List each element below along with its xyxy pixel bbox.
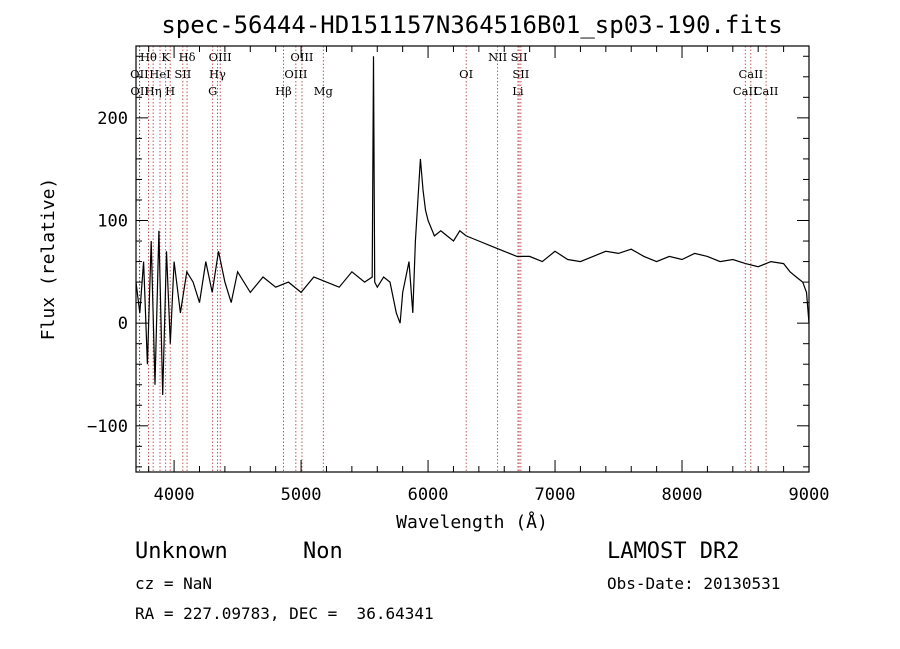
line-marker-label: CaII <box>738 67 763 81</box>
x-tick-label: 9000 <box>789 485 830 505</box>
line-marker-label: Hβ <box>275 84 292 98</box>
line-marker-label: Hδ <box>179 50 196 64</box>
y-tick-label: 0 <box>118 314 128 334</box>
spectrum-series <box>135 56 810 396</box>
chart-title: spec-56444-HD151157N364516B01_sp03-190.f… <box>161 11 782 39</box>
redshift-cz: cz = NaN <box>135 574 213 593</box>
y-tick-label: −100 <box>87 417 128 437</box>
line-marker-label: NII <box>488 50 507 64</box>
y-tick-label: 100 <box>97 212 128 232</box>
survey-name: LAMOST DR2 <box>607 539 740 564</box>
y-axis: −100 0 100 200 <box>87 55 809 468</box>
line-marker-label: H <box>165 84 175 98</box>
x-axis-label: Wavelength (Å) <box>396 511 548 533</box>
plot-frame <box>135 45 810 473</box>
x-tick-label: 6000 <box>408 485 449 505</box>
x-tick-label: 4000 <box>154 485 195 505</box>
line-marker-label: SII <box>512 67 529 81</box>
line-marker-label: G <box>208 84 217 98</box>
line-marker-label: OI <box>459 67 473 81</box>
line-marker-label: Hγ <box>209 67 226 81</box>
x-tick-label: 8000 <box>662 485 703 505</box>
line-marker-label: CaII <box>754 84 779 98</box>
line-marker-label: Hθ <box>140 50 157 64</box>
line-marker-label: Li <box>512 84 524 98</box>
line-marker-label: HeI <box>149 67 170 81</box>
line-marker-label: OIII <box>290 50 313 64</box>
line-marker-label: Hη <box>145 84 162 98</box>
x-tick-label: 5000 <box>281 485 322 505</box>
line-marker-label: CaII <box>733 84 758 98</box>
coordinates: RA = 227.09783, DEC = 36.64341 <box>135 604 434 623</box>
line-marker-label: Mg <box>314 84 334 98</box>
line-marker-label: SII <box>511 50 528 64</box>
y-axis-label: Flux (relative) <box>38 178 59 341</box>
line-marker-label: K <box>161 50 170 64</box>
line-marker-label: SII <box>174 67 191 81</box>
observation-date: Obs-Date: 20130531 <box>607 574 781 593</box>
x-tick-label: 7000 <box>535 485 576 505</box>
x-axis: 4000 5000 6000 7000 8000 9000 <box>148 46 830 505</box>
line-marker-label: OIII <box>209 50 232 64</box>
line-marker-label: OII <box>130 84 149 98</box>
spectrum-line <box>135 56 810 396</box>
line-marker-label: OIII <box>284 67 307 81</box>
spectral-subclass: Non <box>303 539 343 564</box>
y-tick-label: 200 <box>97 109 128 129</box>
spectral-class: Unknown <box>135 539 228 564</box>
